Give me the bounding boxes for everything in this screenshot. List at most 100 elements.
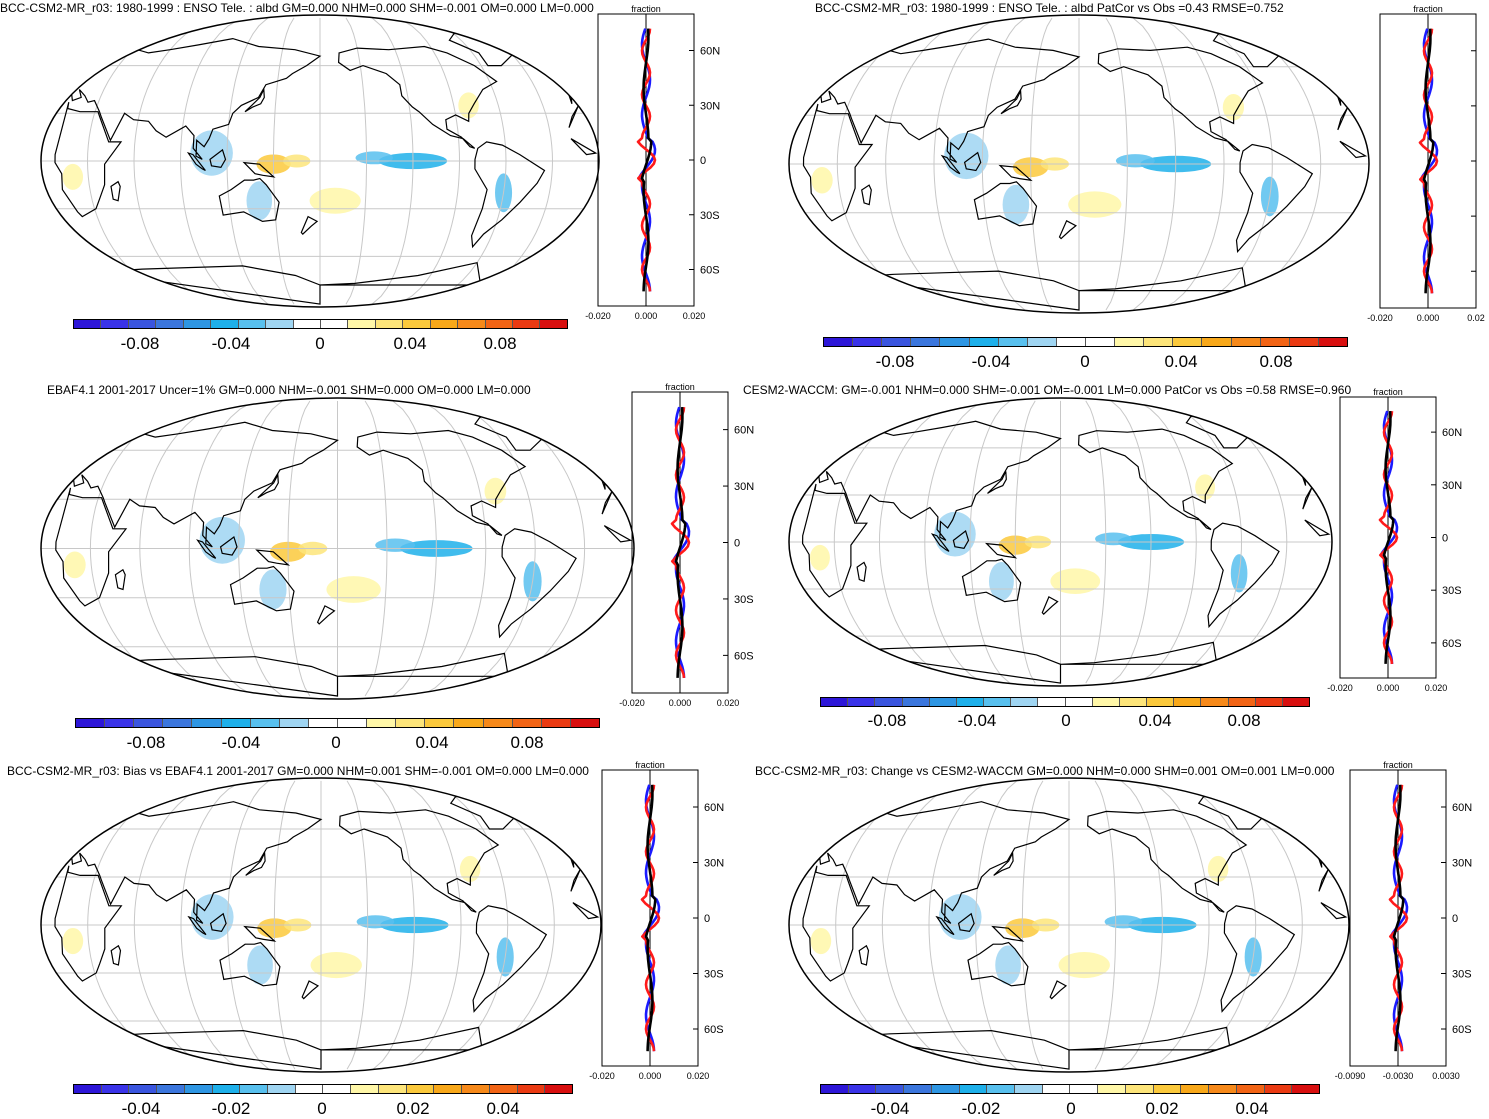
colorbar-label: 0.04 [486, 1099, 520, 1118]
zonal-profile: fraction -0.020 0.000 0.020 60N 30N 0 30S 60S [619, 382, 754, 708]
lat-label: 30N [704, 858, 724, 870]
coastline-samerica [1207, 522, 1280, 629]
coastline-samerica [1220, 905, 1296, 1013]
coastlines [54, 28, 598, 305]
coastline-samerica [1235, 143, 1314, 254]
coastline-australia [961, 558, 1022, 603]
x-tick-label: 0.000 [1417, 313, 1440, 323]
colorbar-swatch [1153, 1085, 1182, 1093]
colorbar-swatch [848, 1085, 877, 1093]
colorbar-swatch [221, 719, 251, 727]
coastline-africa [601, 490, 613, 515]
coastline-eurasia [809, 420, 1062, 541]
coastline-africa [802, 865, 871, 982]
lat-label: 30N [700, 100, 720, 112]
coastlines [801, 411, 1331, 684]
colorbar-swatch [74, 320, 102, 328]
coastline-africa [1320, 902, 1348, 920]
anomaly-region [810, 544, 830, 571]
lat-label: 0 [1442, 533, 1448, 545]
zonal-mean-line [670, 406, 691, 679]
colorbar-swatch [458, 320, 486, 328]
coastline-africa [801, 483, 868, 598]
panel-title: BCC-CSM2-MR_r03: Bias vs EBAF4.1 2001-20… [7, 764, 589, 778]
coastline-samerica [497, 528, 577, 639]
colorbar-swatch [157, 1085, 185, 1093]
coastline-japan [987, 471, 1007, 494]
anomaly-region [810, 927, 832, 955]
colorbar-label: 0.08 [1227, 711, 1261, 730]
colorbar-swatch [540, 320, 567, 328]
colorbar-swatch [1070, 1085, 1099, 1093]
lat-label: 30S [704, 969, 724, 981]
x-tick-label: -0.020 [1327, 683, 1353, 693]
coastline-africa [1337, 106, 1349, 131]
coastline-newguinea [255, 549, 291, 566]
colorbar-swatch [184, 1085, 213, 1093]
anomaly-region [62, 163, 84, 190]
map-border [788, 777, 1350, 1073]
colorbar-label: 0.08 [483, 334, 517, 353]
lat-label: 30N [734, 481, 754, 493]
colorbar-swatch [406, 1085, 435, 1093]
x-tick-label: 0.02 [1467, 313, 1485, 323]
coastline-newzealand [1041, 596, 1059, 615]
coastline-eurasia [61, 37, 322, 160]
anomaly-region [484, 477, 507, 505]
colorbar-swatch [76, 719, 106, 727]
zonal-mean-line [1418, 28, 1439, 294]
anomaly-region [1222, 93, 1245, 121]
colorbar-swatch [1011, 698, 1039, 706]
colorbar-label: -0.08 [867, 711, 907, 730]
lat-label: 60N [700, 46, 720, 58]
coastline-sumatra [196, 539, 217, 559]
colorbar-label: -0.08 [120, 334, 160, 353]
colorbar-swatch [821, 1085, 849, 1093]
profile-title: fraction [665, 382, 695, 392]
colorbar-swatch [821, 698, 849, 706]
colorbar-label: 0.04 [1164, 352, 1198, 371]
lat-label: 30S [1452, 969, 1472, 981]
coastline-africa [570, 138, 598, 156]
colorbar-swatch [1125, 1085, 1154, 1093]
coastline-samerica [472, 905, 548, 1013]
anomaly-region [1195, 474, 1216, 500]
coastline-madagascar [861, 184, 872, 206]
coastlines [802, 791, 1348, 1070]
colorbar-label: 0.04 [393, 334, 427, 353]
zonal-mean-line [1422, 28, 1435, 294]
colorbar [73, 319, 568, 329]
lat-label: 30S [734, 594, 754, 606]
colorbar-swatch [541, 719, 571, 727]
colorbar-swatch [156, 320, 184, 328]
coastline-borneo [209, 912, 227, 933]
colorbar-swatch [396, 719, 426, 727]
colorbar-label: -0.02 [961, 1099, 1001, 1118]
colorbar-swatch [1202, 338, 1232, 346]
x-tick-label: 0.020 [683, 311, 706, 321]
coastline-eurasia [810, 38, 1081, 163]
colorbar-swatch [1015, 1085, 1043, 1093]
colorbar-swatch [929, 698, 957, 706]
colorbar-swatch [1181, 1085, 1210, 1093]
coastline-antarctica [1078, 267, 1247, 292]
coastline-japan [1000, 88, 1022, 115]
anomaly-region [1207, 855, 1229, 883]
anomaly-region [309, 187, 361, 214]
colorbar-swatch [295, 1085, 324, 1093]
zonal-mean-line [1392, 784, 1405, 1052]
x-tick-label: -0.020 [619, 698, 645, 708]
coastline-newguinea [243, 925, 277, 942]
lat-label: 60N [1452, 802, 1472, 814]
anomaly-region [246, 181, 273, 221]
coastline-africa [572, 902, 600, 920]
coastline-uk [1326, 68, 1337, 80]
colorbar-swatch [308, 719, 338, 727]
colorbar-swatch [293, 320, 321, 328]
colorbar [73, 1084, 573, 1094]
coastline-newguinea [242, 161, 276, 178]
colorbar-swatch [134, 719, 164, 727]
zonal-mean-line [1378, 410, 1399, 665]
colorbar-swatch [931, 1085, 960, 1093]
world-map [40, 14, 600, 308]
